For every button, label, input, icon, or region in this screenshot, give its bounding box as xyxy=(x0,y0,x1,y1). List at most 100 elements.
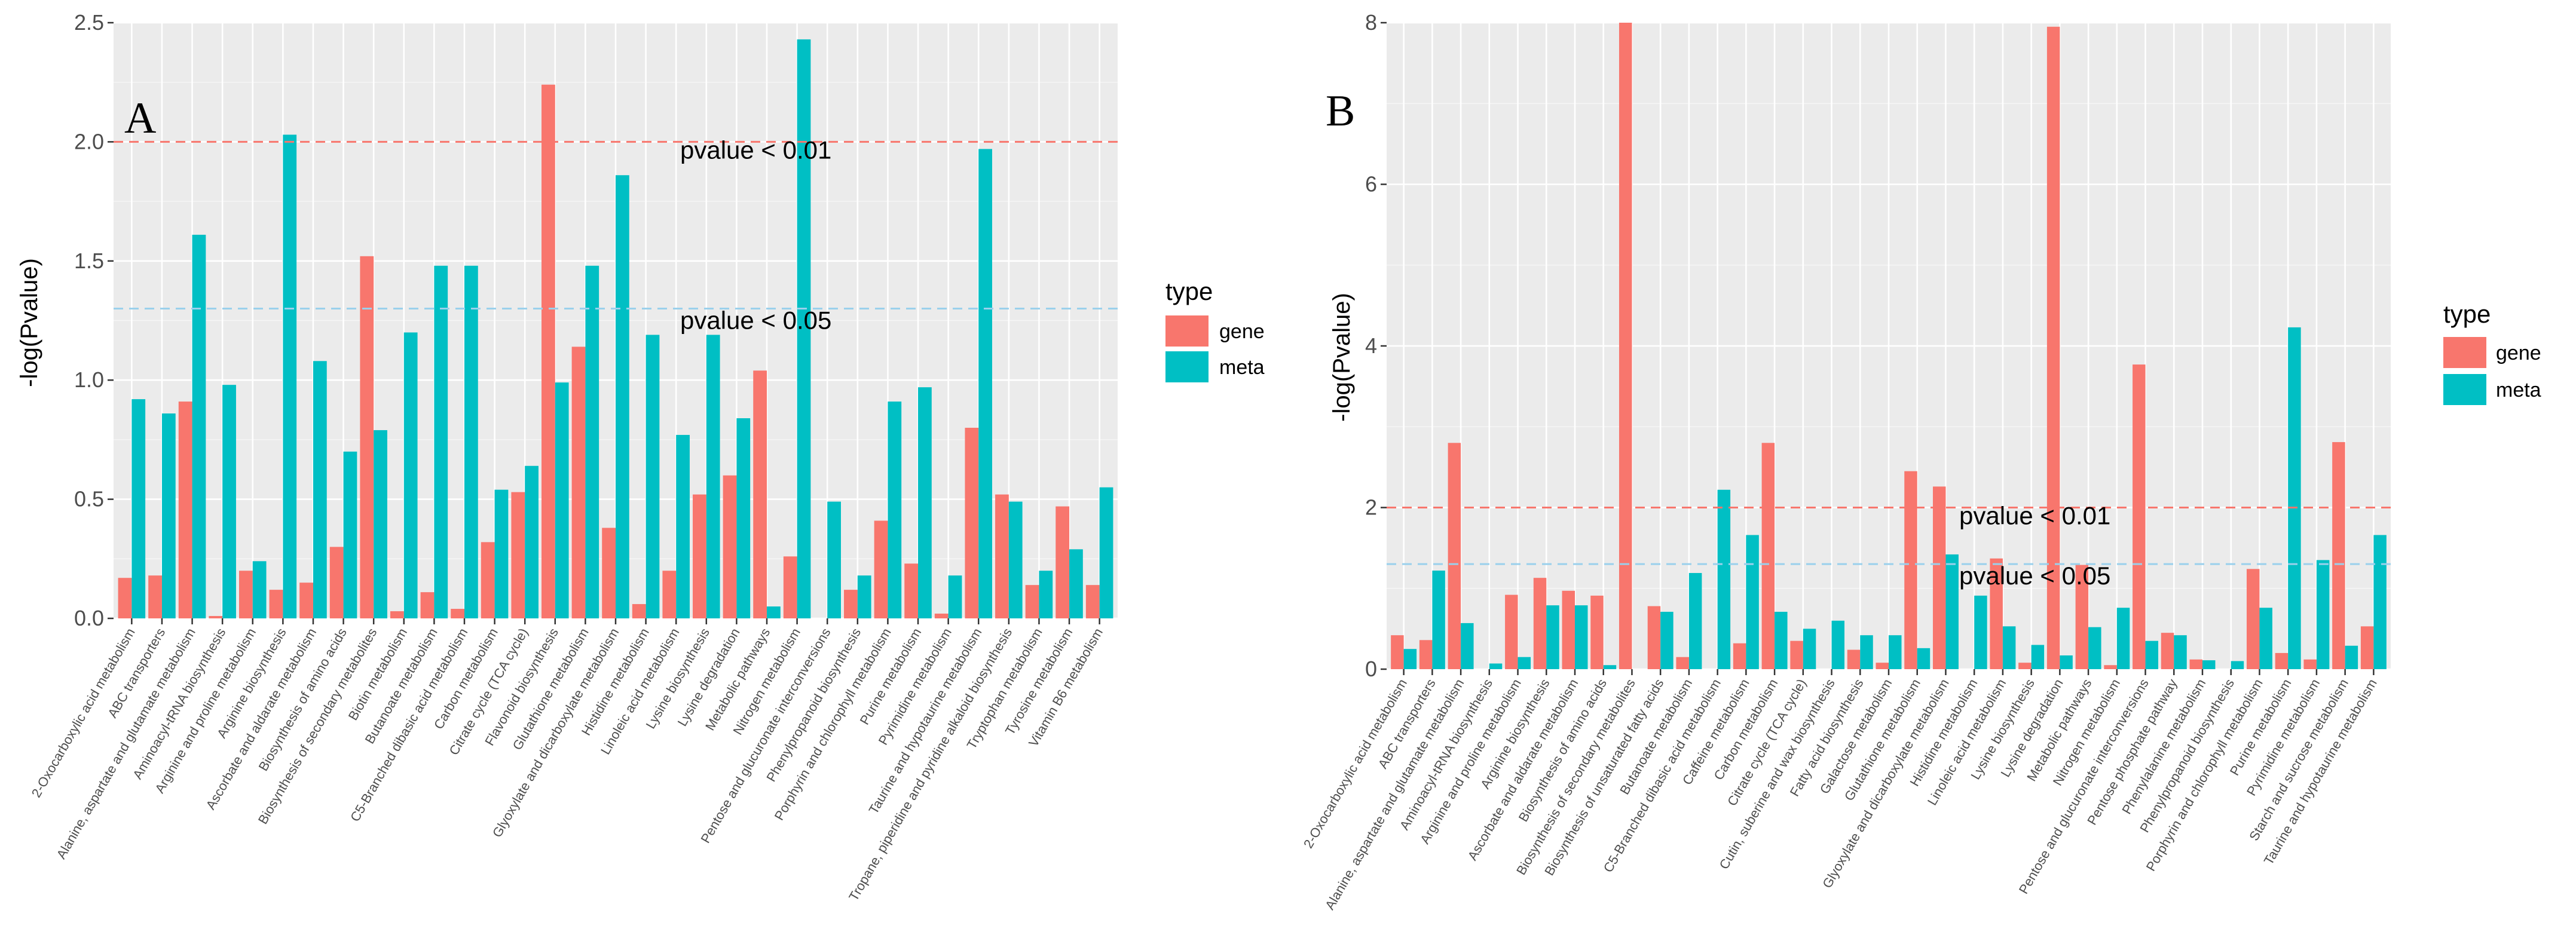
bar-gene xyxy=(1505,594,1518,669)
bar-meta xyxy=(767,606,781,618)
y-tick-label: 1.5 xyxy=(74,249,104,273)
bar-gene xyxy=(965,427,979,618)
bar-meta xyxy=(1803,629,1816,669)
bar-meta xyxy=(1746,535,1759,669)
bar-gene xyxy=(904,563,919,618)
y-tick-label: 2 xyxy=(1365,495,1377,520)
panel-b-y-axis-label: -log(Pvalue) xyxy=(1329,293,1355,422)
bar-gene xyxy=(2018,663,2032,669)
bar-meta xyxy=(1831,620,1845,669)
bar-gene xyxy=(874,520,888,618)
bar-meta xyxy=(434,265,448,618)
bar-meta xyxy=(1432,570,1445,669)
bar-meta xyxy=(1775,611,1788,669)
y-tick-label: 0.5 xyxy=(74,487,104,511)
bar-gene xyxy=(662,571,677,618)
bar-meta xyxy=(2345,645,2358,669)
bar-meta xyxy=(616,175,629,618)
bar-meta xyxy=(2002,626,2016,669)
bar-meta xyxy=(676,434,690,618)
bar-gene xyxy=(1990,558,2003,669)
bar-meta xyxy=(1518,657,1531,669)
bar-gene xyxy=(1847,649,1861,669)
bar-meta xyxy=(736,418,751,618)
panel-a-letter: A xyxy=(124,94,156,143)
y-tick-label: 0 xyxy=(1365,657,1377,681)
bar-gene xyxy=(2104,665,2117,669)
bar-meta xyxy=(2031,645,2045,669)
bar-gene xyxy=(1904,471,1917,669)
bar-gene xyxy=(2075,565,2089,669)
panel-a-legend-label-gene: gene xyxy=(1219,320,1265,343)
panel-a-y-axis-label: -log(Pvalue) xyxy=(16,258,42,387)
bar-gene xyxy=(1790,640,1803,669)
bar-gene xyxy=(2303,659,2317,669)
panel-a-legend-title: type xyxy=(1165,277,1213,305)
bar-gene xyxy=(2275,652,2289,669)
bar-meta xyxy=(918,387,932,618)
bar-meta xyxy=(706,335,720,618)
bar-gene xyxy=(2046,26,2060,670)
panel-b-legend-key-gene xyxy=(2443,337,2486,368)
bar-meta xyxy=(2231,661,2244,669)
bar-gene xyxy=(1085,585,1100,618)
bar-gene xyxy=(360,256,374,619)
bar-meta xyxy=(1889,635,1902,669)
bar-meta xyxy=(2288,327,2301,669)
bar-meta xyxy=(1860,635,1873,669)
bar-meta xyxy=(343,451,357,618)
bar-gene xyxy=(1056,506,1070,618)
bar-meta xyxy=(2373,535,2387,669)
bar-meta xyxy=(585,265,599,618)
bar-meta xyxy=(827,501,841,618)
panel-b-bars xyxy=(1391,23,2387,670)
y-tick-label: 6 xyxy=(1365,172,1377,197)
bar-meta xyxy=(1099,487,1113,618)
bar-gene xyxy=(1676,657,1689,669)
bar-meta xyxy=(1008,501,1023,618)
panel-b-legend: type gene meta xyxy=(2443,300,2541,405)
bar-gene xyxy=(1448,443,1461,669)
bar-meta xyxy=(131,399,146,618)
bar-gene xyxy=(269,590,283,618)
bar-meta xyxy=(2259,608,2272,669)
bar-gene xyxy=(148,575,162,618)
bar-meta xyxy=(1917,648,1931,669)
bar-meta xyxy=(857,575,871,618)
bar-gene xyxy=(632,604,646,618)
bar-meta xyxy=(2145,640,2159,669)
bar-gene xyxy=(420,592,435,618)
bar-meta xyxy=(1489,663,1503,669)
bar-meta xyxy=(1660,611,1674,669)
bar-meta xyxy=(1546,605,1559,669)
bar-gene xyxy=(511,492,525,618)
bar-meta xyxy=(525,465,539,618)
bar-gene xyxy=(2133,364,2146,669)
panel-b-legend-title: type xyxy=(2443,300,2491,328)
bar-meta xyxy=(2116,608,2130,669)
bar-gene xyxy=(1562,590,1575,669)
bar-gene xyxy=(1419,640,1433,669)
bar-meta xyxy=(2316,560,2330,669)
threshold-label: pvalue < 0.05 xyxy=(680,307,831,335)
bar-gene xyxy=(2246,569,2260,669)
bar-meta xyxy=(1603,665,1617,669)
bar-meta xyxy=(283,134,297,618)
bar-meta xyxy=(1069,549,1083,618)
bar-meta xyxy=(222,385,236,618)
bar-gene xyxy=(783,556,797,618)
bar-gene xyxy=(1761,443,1775,669)
bar-meta xyxy=(403,332,418,618)
bar-gene xyxy=(693,494,706,618)
bar-gene xyxy=(541,84,555,619)
bar-gene xyxy=(571,347,586,618)
bar-gene xyxy=(723,475,737,618)
y-tick-label: 4 xyxy=(1365,333,1377,358)
bar-gene xyxy=(602,528,616,618)
panel-a-legend-key-meta xyxy=(1165,351,1209,382)
bar-gene xyxy=(2360,626,2374,669)
bar-meta xyxy=(192,234,206,618)
bar-meta xyxy=(2088,627,2101,669)
